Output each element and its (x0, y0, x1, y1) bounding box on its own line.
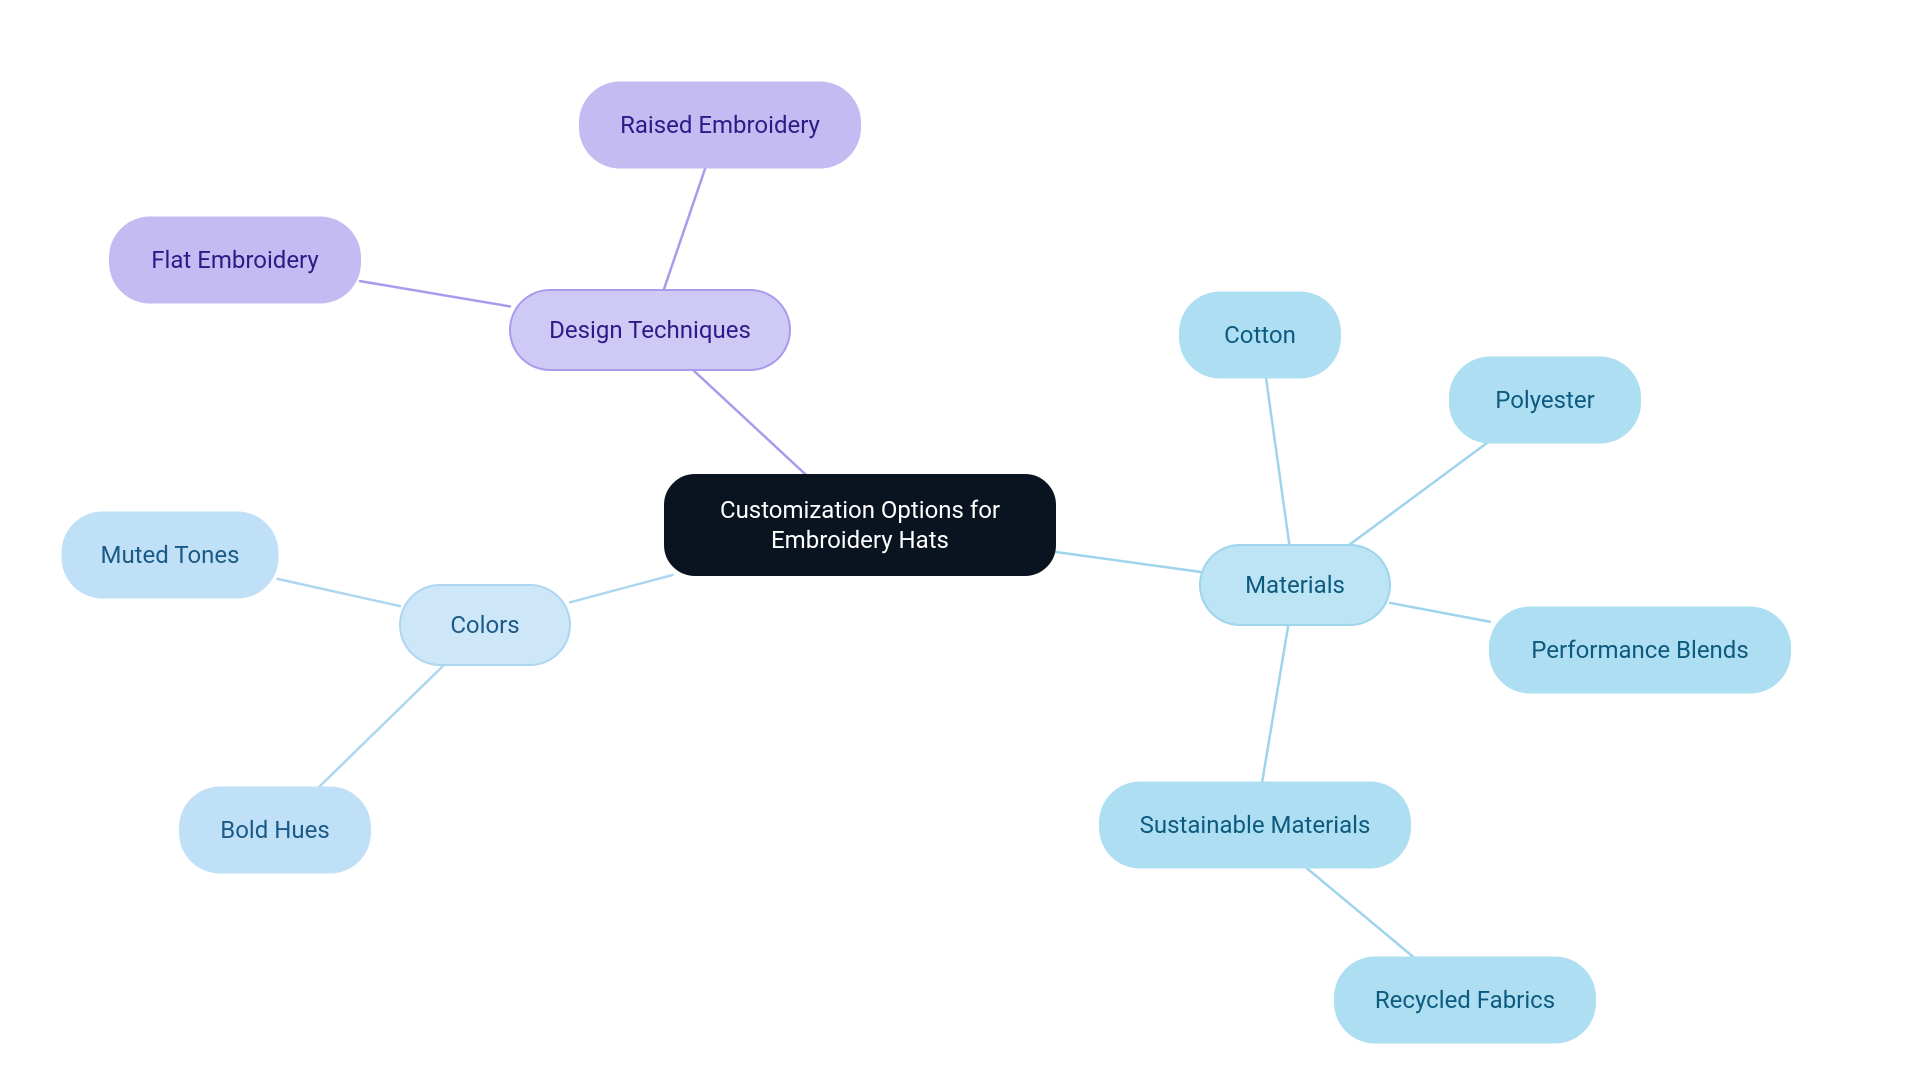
node-label-line: Embroidery Hats (771, 526, 949, 554)
node-recycled: Recycled Fabrics (1335, 958, 1595, 1043)
node-bold: Bold Hues (180, 788, 370, 873)
edge (278, 579, 401, 606)
node-colors: Colors (400, 585, 570, 665)
node-label: Flat Embroidery (151, 246, 319, 274)
node-center: Customization Options forEmbroidery Hats (665, 475, 1055, 575)
node-label-line: Customization Options for (720, 496, 1000, 524)
node-sustainable: Sustainable Materials (1100, 783, 1410, 868)
node-label: Design Techniques (549, 316, 751, 344)
edge (1055, 552, 1200, 572)
node-perfblends: Performance Blends (1490, 608, 1790, 693)
node-label: Raised Embroidery (620, 111, 820, 139)
node-polyester: Polyester (1450, 358, 1640, 443)
node-label: Colors (450, 611, 519, 639)
node-flat: Flat Embroidery (110, 218, 360, 303)
node-design: Design Techniques (510, 290, 790, 370)
edge (1266, 378, 1289, 546)
nodes-layer: Customization Options forEmbroidery Hats… (63, 83, 1791, 1043)
node-cotton: Cotton (1180, 293, 1340, 378)
edge (319, 665, 444, 788)
edge (664, 168, 706, 291)
node-muted: Muted Tones (63, 513, 278, 598)
edge (693, 370, 806, 475)
mindmap-diagram: Customization Options forEmbroidery Hats… (0, 0, 1920, 1083)
node-label: Bold Hues (220, 816, 329, 844)
node-label: Polyester (1495, 386, 1595, 414)
node-box (665, 475, 1055, 575)
edge (1306, 868, 1414, 958)
node-label: Sustainable Materials (1140, 811, 1371, 839)
node-label: Recycled Fabrics (1375, 986, 1555, 1014)
edge (1390, 603, 1490, 622)
node-raised: Raised Embroidery (580, 83, 860, 168)
edge (1262, 625, 1288, 783)
node-label: Cotton (1224, 321, 1296, 349)
node-label: Muted Tones (101, 541, 240, 569)
node-label: Materials (1245, 571, 1345, 599)
node-materials: Materials (1200, 545, 1390, 625)
node-label: Performance Blends (1531, 636, 1748, 664)
edge (570, 575, 673, 602)
edge (360, 281, 510, 306)
edge (1349, 443, 1488, 546)
